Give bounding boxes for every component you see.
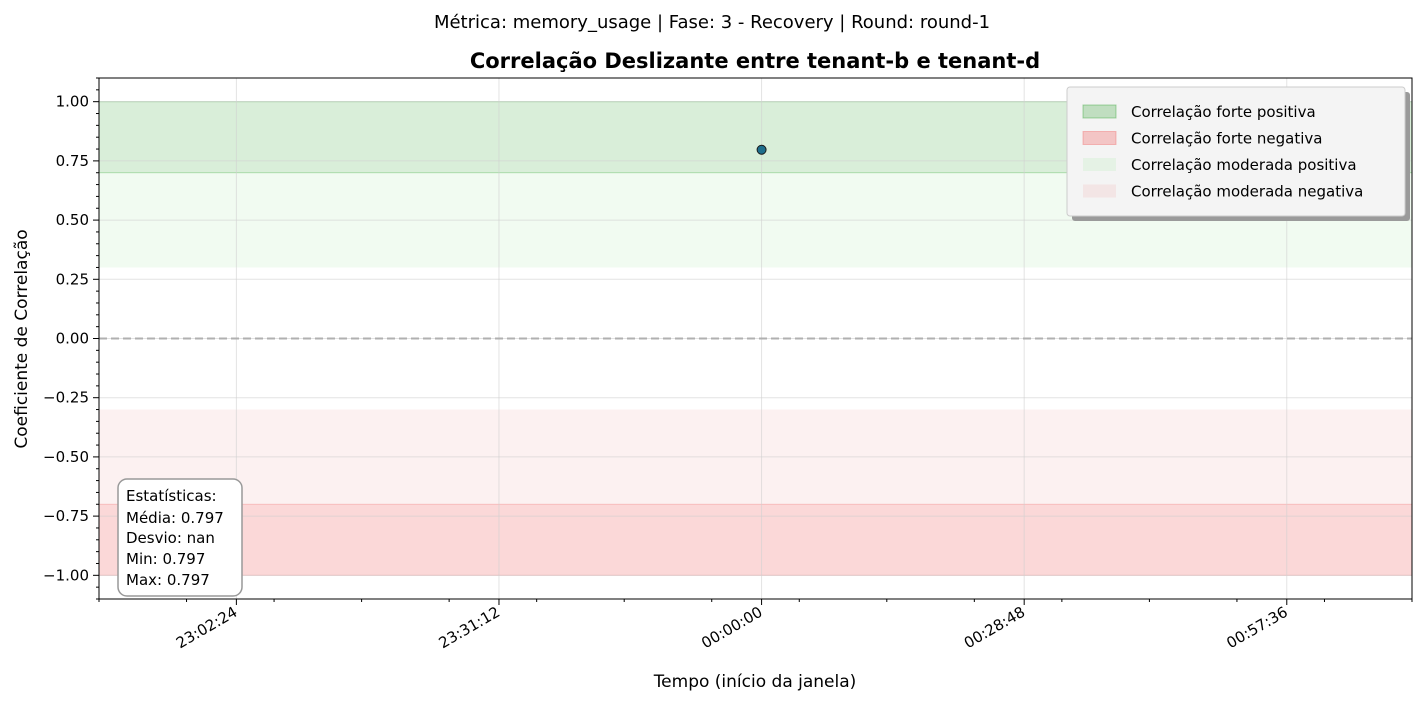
stats-box-frame [117,478,243,597]
y-tick-label: 0.50 [56,211,89,229]
legend-frame [1066,86,1406,217]
legend-label: Correlação forte negativa [1131,130,1322,148]
stats-heading: Estatísticas: [126,487,217,505]
legend-swatch [1083,184,1116,198]
stats-max: Max: 0.797 [126,571,210,589]
y-axis-label: Coeficiente de Correlação [12,229,32,448]
y-tick-label: 1.00 [56,93,89,111]
stats-box: Estatísticas: Média: 0.797 Desvio: nan M… [117,478,243,597]
legend-swatch [1082,131,1117,145]
legend-swatch [1083,158,1116,171]
y-tick-label: −1.00 [43,566,89,584]
y-tick-label: 0.00 [56,330,89,348]
y-tick-label: 0.25 [56,270,89,288]
x-axis: 23:02:24 23:31:12 00:00:00 00:28:48 00:57:36 [98,599,1413,652]
y-tick-label: −0.25 [43,389,89,407]
data-point [756,144,767,155]
stats-mean: Média: 0.797 [126,509,224,527]
stats-min: Min: 0.797 [126,550,205,568]
x-tick-label: 00:57:36 [1223,603,1290,652]
y-tick-label: 0.75 [56,152,89,170]
band-strong-negative [98,503,1413,576]
legend-label: Correlação moderada positiva [1131,156,1357,174]
chart-title: Correlação Deslizante entre tenant-b e t… [470,49,1040,73]
y-tick-label: −0.50 [43,448,89,466]
legend-label: Correlação moderada negativa [1131,183,1363,201]
y-axis: 1.00 0.75 0.50 0.25 0.00 −0.25 −0.50 −0.75 −1.00 [43,77,99,600]
x-tick-label: 00:00:00 [698,603,765,652]
x-tick-label: 23:02:24 [173,603,240,652]
x-axis-label: Tempo (início da janela) [653,672,857,692]
x-tick-label: 00:28:48 [961,603,1028,652]
stats-std: Desvio: nan [126,529,215,547]
x-tick-label: 23:31:12 [436,603,503,652]
y-tick-label: −0.75 [43,507,89,525]
chart-suptitle: Métrica: memory_usage | Fase: 3 - Recove… [434,12,990,33]
legend: Correlação forte positiva Correlação fort… [1066,86,1410,221]
legend-swatch [1082,104,1117,119]
legend-label: Correlação forte positiva [1131,103,1316,121]
